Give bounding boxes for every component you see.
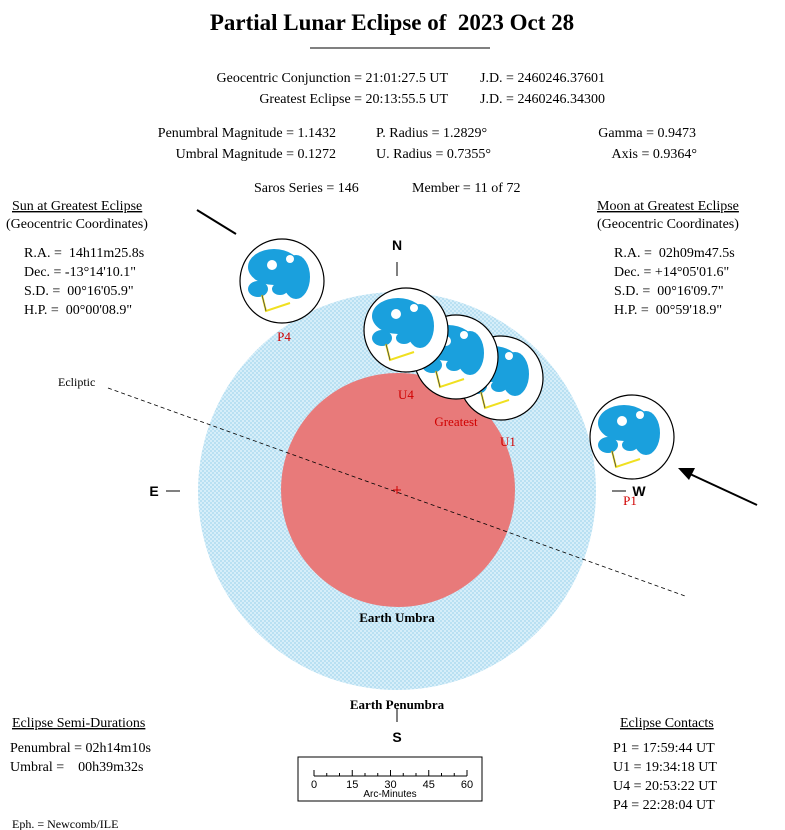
moon-p4 xyxy=(239,238,325,324)
moon-line: H.P. = 00°59'18.9" xyxy=(614,303,722,318)
sun-line: Dec. = -13°14'10.1" xyxy=(24,265,136,280)
durations-title: Eclipse Semi-Durations xyxy=(12,716,145,731)
scale-tick-label: 0 xyxy=(311,779,317,791)
scale-tick-label: 30 xyxy=(384,779,396,791)
sun-line: R.A. = 14h11m25.8s xyxy=(24,246,144,261)
duration-line: Umbral = 00h39m32s xyxy=(10,760,144,775)
scale-tick-label: 45 xyxy=(423,779,435,791)
ecliptic-line xyxy=(107,387,686,597)
moon-title: Moon at Greatest Eclipse xyxy=(597,199,739,214)
moon-p1 xyxy=(589,394,675,480)
umbra-label: Earth Umbra xyxy=(359,610,435,625)
pen-mag: Penumbral Magnitude = 1.1432 xyxy=(158,126,336,141)
sun-line: S.D. = 00°16'05.9" xyxy=(24,284,134,299)
member: Member = 11 of 72 xyxy=(412,181,520,196)
scale-box xyxy=(297,756,483,802)
sun-title: Sun at Greatest Eclipse xyxy=(12,199,142,214)
sun-subtitle: (Geocentric Coordinates) xyxy=(6,217,148,232)
center-mark xyxy=(393,486,401,494)
contact-label: U1 xyxy=(500,434,516,449)
u-radius: U. Radius = 0.7355° xyxy=(376,147,491,162)
moon-line: R.A. = 02h09m47.5s xyxy=(614,246,735,261)
contact-line: U1 = 19:34:18 UT xyxy=(613,760,717,775)
duration-line: Penumbral = 02h14m10s xyxy=(10,741,151,756)
moon-arrow xyxy=(689,473,758,506)
scale-ticks: 0 15 30 45 60 xyxy=(311,770,473,791)
contact-label: Greatest xyxy=(434,414,478,429)
greatest: Greatest Eclipse = 20:13:55.5 UT xyxy=(259,92,448,107)
conjunction-jd: J.D. = 2460246.37601 xyxy=(480,71,605,86)
contact-label: P4 xyxy=(277,329,291,344)
contact-line: U4 = 20:53:22 UT xyxy=(613,779,717,794)
north: N xyxy=(392,237,402,253)
p-radius: P. Radius = 1.2829° xyxy=(376,126,487,141)
axis: Axis = 0.9364° xyxy=(612,147,697,162)
footer: Eph. = Newcomb/ILE xyxy=(12,817,118,830)
scale-tick-label: 60 xyxy=(461,779,473,791)
conjunction: Geocentric Conjunction = 21:01:27.5 UT xyxy=(217,71,449,86)
sun-arrow xyxy=(196,209,237,235)
contact-line: P1 = 17:59:44 UT xyxy=(613,741,715,756)
umb-mag: Umbral Magnitude = 0.1272 xyxy=(176,147,336,162)
moon-line: S.D. = 00°16'09.7" xyxy=(614,284,724,299)
title: Partial Lunar Eclipse of 2023 Oct 28 xyxy=(210,10,574,35)
moon-u4 xyxy=(363,287,449,373)
moon-line: Dec. = +14°05'01.6" xyxy=(614,265,729,280)
contact-label: P1 xyxy=(623,493,637,508)
gamma: Gamma = 0.9473 xyxy=(598,126,696,141)
south: S xyxy=(392,729,401,745)
saros: Saros Series = 146 xyxy=(254,181,359,196)
contact-line: P4 = 22:28:04 UT xyxy=(613,798,715,813)
penumbra-label: Earth Penumbra xyxy=(350,697,445,712)
contact-label: U4 xyxy=(398,387,414,402)
scale-label: Arc-Minutes xyxy=(363,789,416,800)
scale-tick-label: 15 xyxy=(346,779,358,791)
greatest-jd: J.D. = 2460246.34300 xyxy=(480,92,605,107)
moon-arrowhead xyxy=(678,468,695,480)
moon-subtitle: (Geocentric Coordinates) xyxy=(597,217,739,232)
ecliptic-label: Ecliptic xyxy=(58,375,95,389)
west: W xyxy=(632,483,646,499)
contacts-title: Eclipse Contacts xyxy=(620,716,714,731)
sun-line: H.P. = 00°00'08.9" xyxy=(24,303,132,318)
east: E xyxy=(149,483,158,499)
